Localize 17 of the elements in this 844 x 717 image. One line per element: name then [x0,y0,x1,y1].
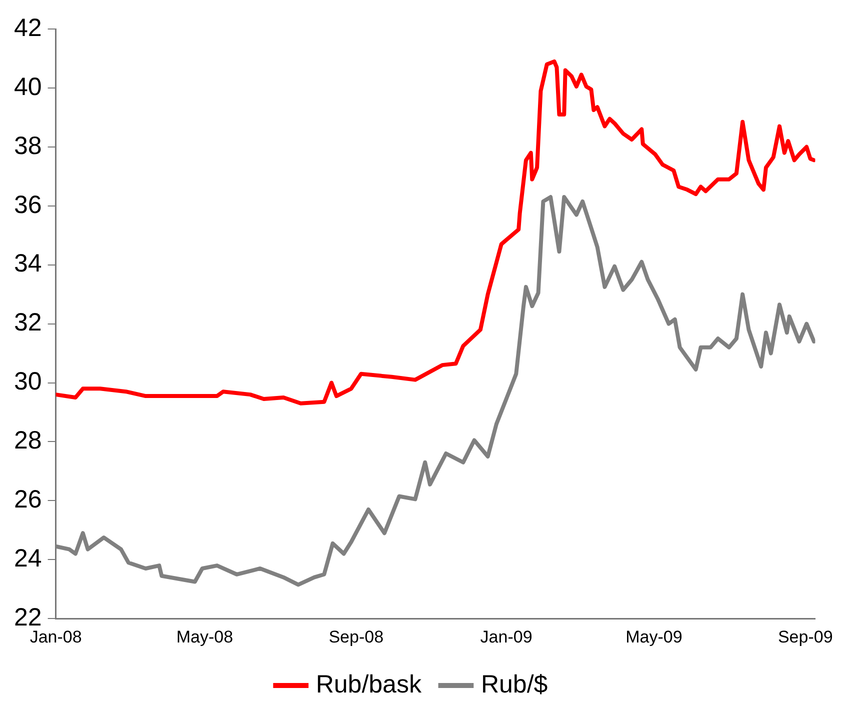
x-tick-label: May-09 [626,627,682,646]
y-tick-label: 26 [14,486,42,514]
y-tick-label: 24 [14,544,42,573]
x-tick-label: May-08 [176,627,234,646]
legend-label: Rub/bask [316,670,422,698]
y-tick-label: 38 [14,132,42,160]
x-tick-label: Jan-09 [480,627,532,646]
y-tick-label: 36 [14,190,42,219]
y-tick-label: 42 [14,14,42,42]
x-tick-label: Sep-08 [328,627,384,646]
y-tick-label: 40 [14,72,42,101]
y-tick-label: 30 [14,368,42,396]
legend-label: Rub/$ [480,670,548,698]
y-tick-label: 32 [14,308,42,337]
y-tick-label: 28 [14,426,42,455]
y-tick-label: 34 [14,250,42,278]
x-tick-label: Sep-09 [778,627,833,646]
